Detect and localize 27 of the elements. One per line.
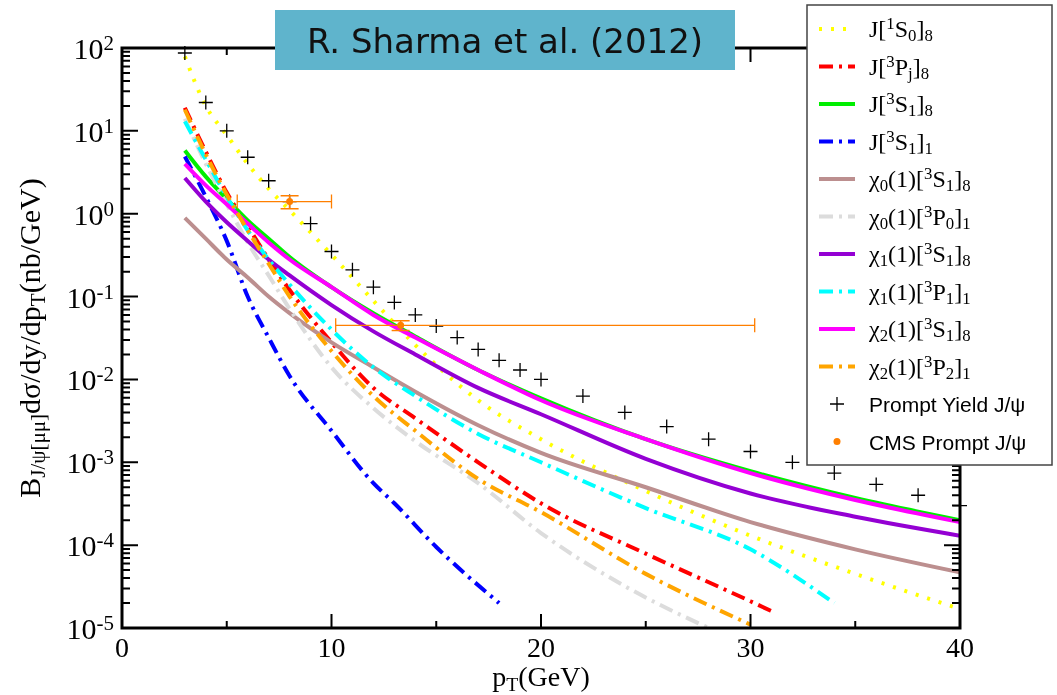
y-tick-label: 10$^{-5}$ [66, 610, 114, 645]
y-tick-label: 10$^{-4}$ [66, 527, 115, 563]
legend-label: CMS Prompt J/ψ [869, 430, 1027, 454]
legend-label: Prompt Yield J/ψ [869, 393, 1026, 416]
y-tick-label: 10$^{-1}$ [66, 279, 114, 314]
legend-label: χ$_{1}$(1)[$^{3}$P$_{1}$]$_{1}$ [868, 276, 971, 308]
x-axis-title: p$_{T}$(GeV) [492, 661, 590, 695]
legend-label: J[$^{3}$S$_{1}$]$_{1}$ [869, 126, 933, 158]
x-tick-label: 40 [946, 632, 974, 663]
y-tick-label: 10$^{1}$ [73, 113, 114, 148]
x-tick-label: 10 [317, 632, 346, 663]
legend-label: χ$_{2}$(1)[$^{3}$P$_{2}$]$_{1}$ [868, 351, 971, 383]
legend-label: χ$_{1}$(1)[$^{3}$S$_{1}$]$_{8}$ [868, 239, 971, 271]
y-tick-label: 10$^{0}$ [73, 196, 114, 231]
legend-label: J[$^{3}$S$_{1}$]$_{8}$ [869, 89, 933, 121]
legend-label: J[$^{1}$S$_{0}$]$_{8}$ [869, 14, 933, 46]
legend-label: χ$_{2}$(1)[$^{3}$S$_{1}$]$_{8}$ [868, 314, 971, 346]
y-tick-label: 10$^{-3}$ [66, 444, 114, 480]
legend-label: J[$^{3}$P$_{j}$]$_{8}$ [869, 51, 930, 83]
y-tick-label: 10$^{2}$ [73, 30, 114, 65]
x-tick-label: 20 [527, 632, 555, 663]
y-tick-label: 10$^{-2}$ [66, 361, 114, 397]
x-tick-label: 30 [736, 632, 765, 663]
legend-label: χ$_{0}$(1)[$^{3}$P$_{0}$]$_{1}$ [868, 201, 971, 233]
annotation: R. Sharma et al. (2012) [306, 21, 704, 61]
legend-label: χ$_{0}$(1)[$^{3}$S$_{1}$]$_{8}$ [868, 164, 971, 196]
x-tick-label: 0 [115, 632, 129, 663]
